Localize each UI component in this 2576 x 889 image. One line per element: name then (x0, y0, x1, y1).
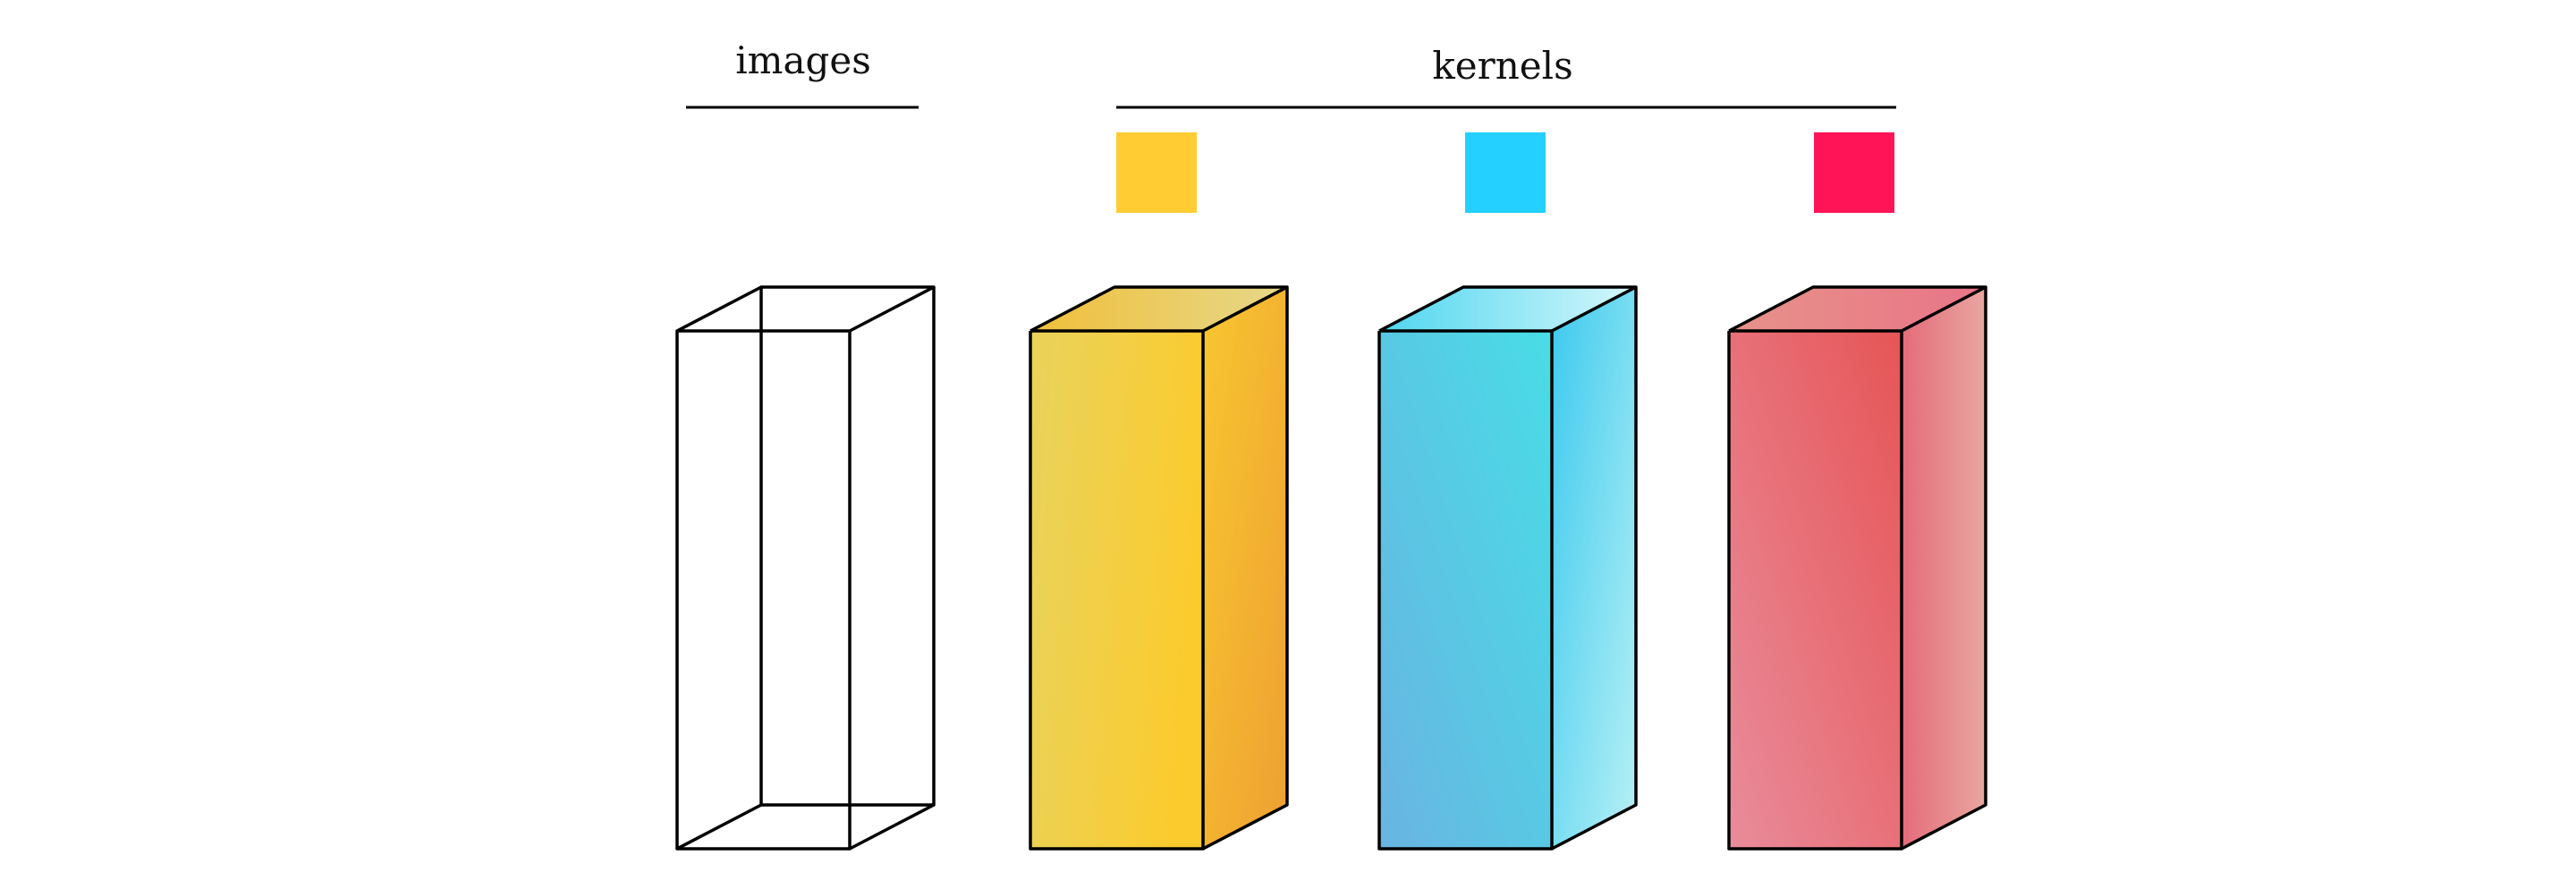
image-volume-wireframe (675, 285, 936, 851)
kernel-volume-cyan (1377, 285, 1638, 851)
kernels-label: kernels (1432, 44, 1572, 88)
kernel-swatch-cyan (1465, 132, 1546, 213)
kernel-swatch-red (1814, 132, 1894, 213)
kernel-volume-yellow (1029, 285, 1289, 851)
kernel-swatch-yellow (1116, 132, 1197, 213)
kernel-volume-red (1727, 285, 1987, 851)
images-label: images (735, 38, 871, 82)
